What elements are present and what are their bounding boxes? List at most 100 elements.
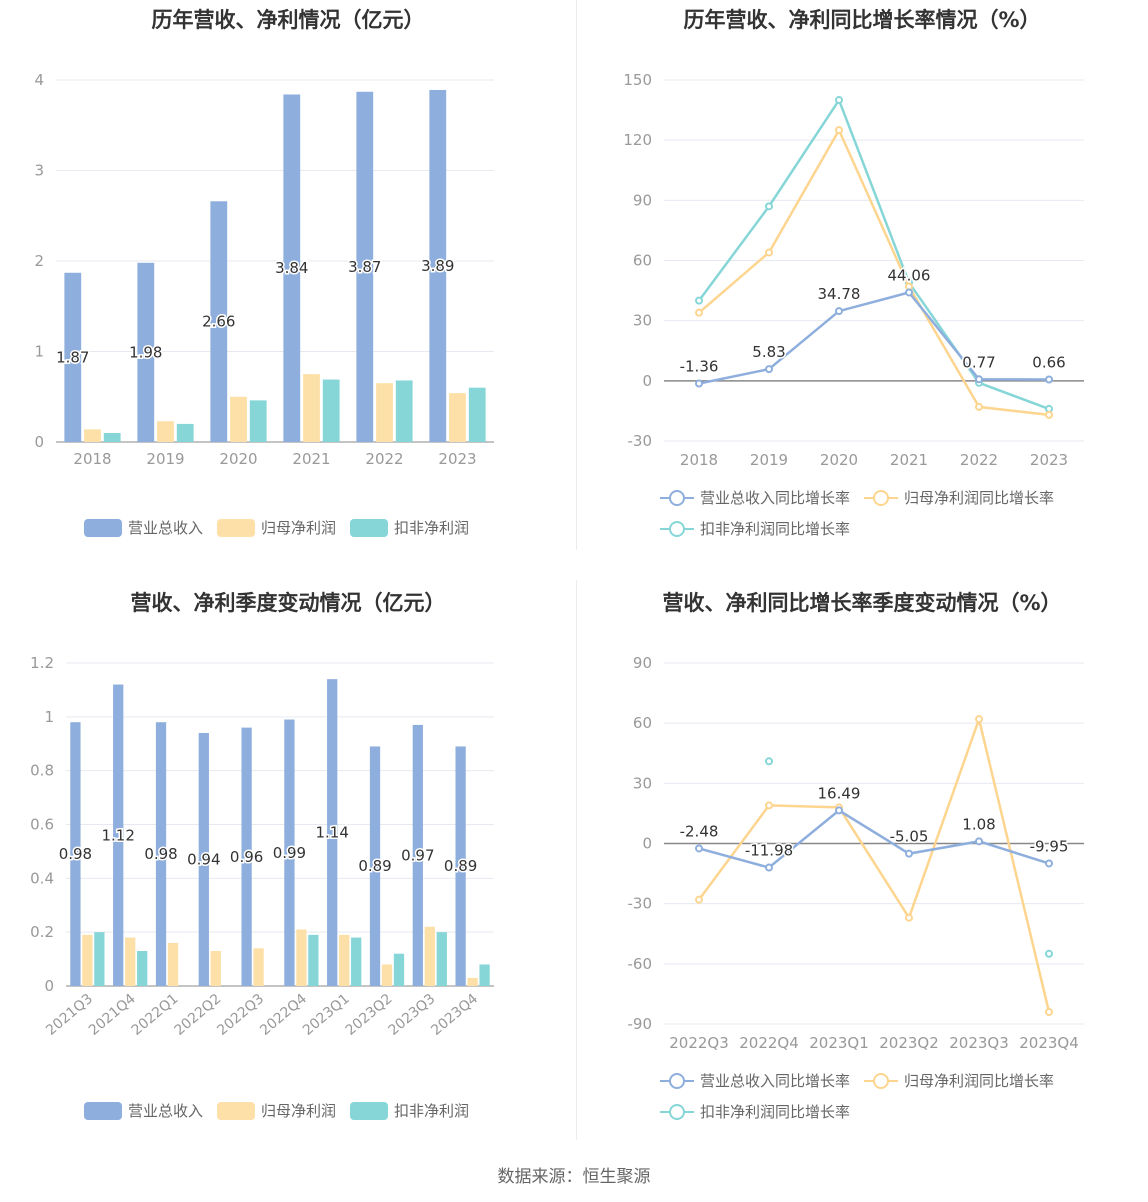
net-profit-growth-line: [698, 127, 1050, 417]
x-tick-label: 2018: [680, 451, 718, 469]
legend-item[interactable]: 归母净利润: [217, 512, 336, 543]
bar-revenue: [284, 719, 295, 986]
data-point: [765, 863, 773, 872]
bar-deducted-profit: [395, 380, 413, 442]
annual-growth-chart: -30 0 30 60 90 120 150 2018 2019 2020 2021 2022 2023…: [623, 71, 1084, 469]
data-point: [975, 375, 983, 384]
data-source-note: 数据来源：恒生聚源: [497, 1167, 651, 1187]
y-tick-label: 150: [623, 71, 652, 89]
y-tick-label: 120: [623, 131, 652, 149]
bar-net-profit: [210, 951, 221, 986]
y-tick-label: 1: [44, 708, 54, 726]
data-label: 0.99: [273, 844, 306, 862]
legend-dot: [873, 1072, 890, 1089]
data-label: 3.89: [421, 257, 454, 275]
y-tick-label: 0.6: [30, 816, 54, 834]
y-tick-label: 30: [633, 312, 652, 330]
revenue-growth-line: [698, 808, 1050, 869]
y-tick-label: 0: [34, 433, 44, 451]
x-tick-label: 2022Q4: [739, 1034, 799, 1052]
legend-line-icon: [660, 489, 694, 507]
bar-revenue: [198, 732, 209, 986]
legend-item[interactable]: 扣非净利润: [350, 512, 469, 543]
legend-label: 归母净利润: [261, 1102, 337, 1120]
data-label: -9.95: [1030, 837, 1069, 855]
data-label: 1.12: [102, 826, 135, 844]
bar-net-profit: [303, 374, 320, 442]
data-point: [695, 895, 703, 904]
data-point: [1045, 949, 1053, 958]
x-tick-label: 2022Q1: [129, 991, 182, 1039]
bar-revenue: [283, 94, 301, 442]
legend-item[interactable]: 营业总收入: [84, 512, 203, 543]
x-tick-label: 2023: [438, 450, 476, 468]
data-point: [695, 296, 703, 305]
bar-deducted-profit: [393, 953, 405, 986]
data-point: [835, 806, 843, 815]
legend-swatch: [84, 518, 122, 537]
data-label: 1.87: [56, 348, 89, 366]
legend-label: 归母净利润: [261, 519, 337, 537]
legend-label: 扣非净利润同比增长率: [700, 1103, 851, 1121]
y-tick-label: 4: [34, 71, 44, 89]
bar-deducted-profit: [94, 932, 105, 986]
data-point: [975, 837, 983, 846]
y-tick-label: -30: [628, 432, 653, 450]
x-tick-label: 2020: [219, 450, 257, 468]
bar-revenue: [113, 684, 124, 986]
legend-item[interactable]: 扣非净利润同比增长率: [660, 513, 850, 544]
data-label: 1.98: [129, 343, 162, 361]
quarterly-growth-chart: -90 -60 -30 0 30 60 90 2022Q3 2022Q4 2023Q1 2023Q2…: [628, 654, 1084, 1052]
data-label: 0.94: [187, 850, 220, 868]
data-point: [835, 126, 843, 135]
annual-growth-panel: 历年营收、净利同比增长率情况（%） -30 0 30 60 90 120 150 2018 20…: [576, 0, 1148, 560]
data-label: 2.66: [202, 313, 235, 331]
legend-label: 归母净利润同比增长率: [904, 1072, 1055, 1090]
legend-swatch: [217, 518, 256, 537]
legend-item[interactable]: 扣非净利润: [350, 1095, 469, 1126]
x-tick-label: 2023Q1: [300, 991, 353, 1039]
x-tick-label: 2023Q4: [1019, 1034, 1079, 1052]
data-label: 3.84: [275, 259, 308, 277]
x-tick-label: 2023: [1030, 451, 1068, 469]
legend-item[interactable]: 营业总收入同比增长率: [660, 1065, 850, 1096]
y-tick-label: 0: [642, 835, 652, 853]
legend-item[interactable]: 营业总收入同比增长率: [660, 482, 850, 513]
y-tick-label: 30: [633, 774, 652, 792]
x-tick-label: 2022Q4: [257, 991, 310, 1039]
y-tick-label: 1.2: [30, 654, 54, 672]
legend-item[interactable]: 归母净利润同比增长率: [864, 482, 1054, 513]
x-tick-label: 2019: [146, 450, 184, 468]
bar-deducted-profit: [322, 379, 340, 442]
chart-title: 历年营收、净利同比增长率情况（%）: [683, 8, 1041, 32]
legend-label: 营业总收入: [128, 519, 204, 537]
data-point: [905, 849, 913, 858]
y-tick-label: 0.2: [30, 923, 54, 941]
legend-item[interactable]: 归母净利润: [217, 1095, 336, 1126]
chart-title: 历年营收、净利情况（亿元）: [151, 8, 425, 32]
data-label: -2.48: [680, 822, 719, 840]
data-label: -1.36: [680, 358, 719, 376]
x-tick-label: 2021Q4: [86, 991, 139, 1039]
y-tick-label: -90: [628, 1015, 653, 1033]
quarterly-bar-chart: 0 0.2 0.4 0.6 0.8 1 1.2 0.98 2021Q3 1.12 2021Q4 0.9…: [30, 654, 494, 1039]
data-point: [905, 913, 913, 922]
data-label: 0.89: [358, 857, 391, 875]
bar-revenue: [327, 679, 338, 986]
data-point: [765, 365, 773, 374]
bar-net-profit: [376, 383, 393, 442]
bar-revenue: [210, 201, 228, 442]
data-point: [1045, 410, 1053, 419]
y-tick-label: 60: [633, 252, 652, 270]
x-tick-label: 2021Q3: [43, 991, 96, 1039]
data-label: -5.05: [890, 828, 929, 846]
legend-line-icon: [660, 1103, 694, 1121]
x-tick-label: 2023Q1: [809, 1034, 869, 1052]
legend-item[interactable]: 扣非净利润同比增长率: [660, 1096, 850, 1127]
bar-net-profit: [82, 934, 93, 986]
legend-item[interactable]: 营业总收入: [84, 1095, 203, 1126]
bar-revenue: [64, 272, 82, 442]
legend-line-icon: [864, 489, 899, 507]
legend-item[interactable]: 归母净利润同比增长率: [864, 1065, 1054, 1096]
bar-deducted-profit: [468, 387, 486, 442]
